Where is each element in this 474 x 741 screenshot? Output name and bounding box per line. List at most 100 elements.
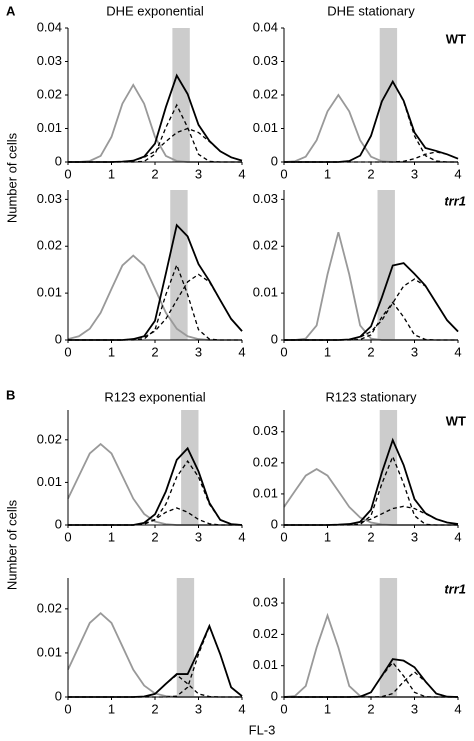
x-tick-label: 3 — [195, 529, 202, 544]
x-tick-label: 1 — [324, 701, 331, 716]
x-tick-label: 4 — [238, 344, 245, 359]
x-tick-label: 3 — [411, 701, 418, 716]
panel-title: DHE exponential — [106, 3, 204, 18]
x-tick-label: 4 — [238, 529, 245, 544]
component-curve — [68, 624, 243, 698]
x-tick-label: 3 — [411, 529, 418, 544]
x-tick-label: 2 — [367, 701, 374, 716]
y-tick-label: 0.01 — [253, 120, 278, 135]
x-tick-label: 1 — [324, 344, 331, 359]
shaded-band — [181, 410, 199, 525]
fit-curve — [283, 612, 458, 698]
fit-curve — [67, 254, 242, 341]
component-curve — [284, 454, 458, 526]
x-tick-label: 0 — [280, 166, 287, 181]
x-tick-label: 3 — [195, 701, 202, 716]
y-tick-label: 0 — [271, 688, 278, 703]
y-tick-label: 0 — [55, 688, 62, 703]
x-tick-label: 3 — [195, 166, 202, 181]
x-tick-label: 2 — [367, 344, 374, 359]
y-tick-label: 0.04 — [37, 19, 62, 34]
x-tick-label: 2 — [151, 529, 158, 544]
y-tick-label: 0.02 — [37, 238, 62, 253]
fit-curve — [284, 437, 459, 526]
component-curve — [68, 127, 243, 163]
component-curve — [68, 273, 243, 341]
row-label: WT — [446, 31, 466, 46]
shaded-band — [170, 190, 188, 340]
y-tick-label: 0.03 — [37, 191, 62, 206]
y-tick-label: 0.02 — [253, 626, 278, 641]
x-tick-label: 2 — [151, 701, 158, 716]
section-label: B — [6, 387, 15, 402]
y-tick-label: 0.03 — [37, 53, 62, 68]
shaded-band — [379, 578, 398, 697]
y-tick-label: 0.02 — [37, 86, 62, 101]
fit-curve — [68, 446, 243, 526]
y-tick-label: 0 — [55, 153, 62, 168]
x-tick-label: 3 — [411, 344, 418, 359]
x-tick-label: 2 — [367, 529, 374, 544]
x-axis-label: FL-3 — [249, 722, 276, 737]
x-tick-label: 0 — [64, 166, 71, 181]
component-curve — [68, 263, 242, 341]
y-tick-label: 0.01 — [253, 657, 278, 672]
shaded-band — [377, 190, 395, 340]
x-tick-label: 4 — [454, 701, 461, 716]
y-tick-label: 0.02 — [253, 238, 278, 253]
y-tick-label: 0 — [55, 331, 62, 346]
y-tick-label: 0.01 — [37, 120, 62, 135]
x-tick-label: 0 — [280, 344, 287, 359]
x-tick-label: 3 — [195, 344, 202, 359]
y-tick-label: 0.02 — [253, 86, 278, 101]
x-tick-label: 2 — [151, 344, 158, 359]
x-tick-label: 4 — [238, 166, 245, 181]
y-tick-label: 0.01 — [37, 474, 62, 489]
y-tick-label: 0.02 — [37, 431, 62, 446]
x-tick-label: 0 — [280, 701, 287, 716]
x-tick-label: 1 — [108, 166, 115, 181]
y-tick-label: 0.03 — [253, 594, 278, 609]
panel-title: R123 exponential — [104, 389, 205, 404]
y-tick-label: 0.01 — [253, 285, 278, 300]
x-tick-label: 1 — [108, 529, 115, 544]
x-tick-label: 3 — [411, 166, 418, 181]
shaded-band — [176, 578, 195, 697]
component-curve — [68, 103, 242, 163]
row-label: trr1 — [444, 581, 466, 596]
component-curve — [284, 278, 459, 341]
shaded-band — [379, 28, 398, 162]
y-tick-label: 0.01 — [253, 485, 278, 500]
y-tick-label: 0.01 — [37, 285, 62, 300]
y-tick-label: 0.04 — [253, 19, 278, 34]
x-tick-label: 2 — [367, 166, 374, 181]
x-tick-label: 4 — [454, 166, 461, 181]
fit-curve — [68, 623, 243, 698]
fit-curve — [284, 262, 459, 341]
section-label: A — [6, 3, 16, 18]
panel-title: DHE stationary — [327, 3, 415, 18]
y-tick-label: 0 — [271, 153, 278, 168]
x-tick-label: 4 — [454, 344, 461, 359]
fit-curve — [67, 612, 242, 698]
x-tick-label: 4 — [238, 701, 245, 716]
y-tick-label: 0.02 — [253, 454, 278, 469]
y-tick-label: 0 — [55, 516, 62, 531]
fit-curve — [284, 658, 459, 698]
x-tick-label: 4 — [454, 529, 461, 544]
x-tick-label: 2 — [151, 166, 158, 181]
y-tick-label: 0.03 — [253, 53, 278, 68]
x-tick-label: 0 — [64, 701, 71, 716]
shaded-band — [172, 28, 190, 162]
y-axis-label: Number of cells — [4, 132, 19, 223]
fit-curve — [68, 73, 243, 163]
fit-curve — [68, 83, 242, 163]
row-label: WT — [446, 413, 466, 428]
y-tick-label: 0.03 — [253, 191, 278, 206]
fit-curve — [284, 231, 458, 341]
x-tick-label: 1 — [108, 344, 115, 359]
y-tick-label: 0.01 — [37, 644, 62, 659]
y-tick-label: 0 — [271, 331, 278, 346]
x-tick-label: 0 — [280, 529, 287, 544]
x-tick-label: 0 — [64, 529, 71, 544]
